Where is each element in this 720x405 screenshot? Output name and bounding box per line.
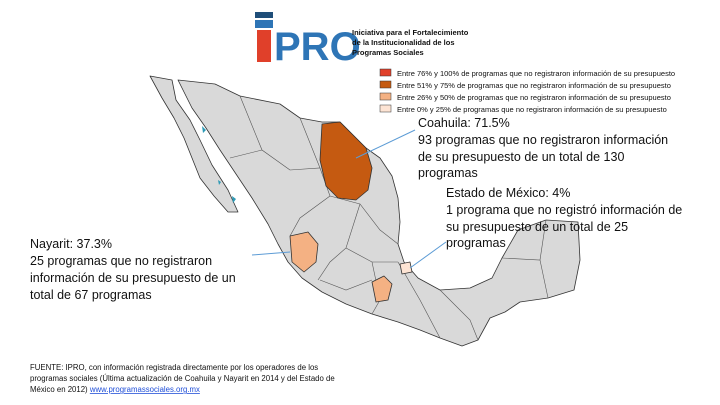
legend-label: Entre 51% y 75% de programas que no regi… (397, 81, 671, 90)
puebla-area (371, 275, 393, 303)
annotation-line: 1 programa que no registró información d… (446, 203, 682, 217)
legend-label: Entre 0% y 25% de programas que no regis… (397, 105, 667, 114)
legend-label: Entre 26% y 50% de programas que no regi… (397, 93, 671, 102)
source-link[interactable]: www.programassociales.org.mx (89, 385, 200, 394)
nayarit (289, 231, 319, 273)
annotation-line: 93 programas que no registraron informac… (418, 133, 668, 147)
legend-swatch (379, 68, 392, 77)
annotation-line: información de su presupuesto de un (30, 271, 236, 285)
state-borders (229, 95, 549, 341)
arrow (355, 129, 416, 159)
estado-de-mexico (399, 261, 413, 275)
annotation-line: total de 67 programas (30, 288, 152, 302)
logo: PRO Iniciativa para el Fortalecimiento d… (255, 12, 469, 69)
annotation-line: su presupuesto de un total de 25 (446, 220, 628, 234)
logo-subtitle: de la Institucionalidad de los (352, 38, 455, 47)
logo-name: PRO (274, 25, 361, 69)
annotation-line: programas (446, 236, 506, 250)
source: FUENTE: IPRO, con información registrada… (30, 363, 335, 394)
annotation-title: Nayarit: 37.3% (30, 237, 112, 251)
logo-subtitle: Iniciativa para el Fortalecimiento (352, 28, 469, 37)
annotation-line: 25 programas que no registraron (30, 254, 212, 268)
source-line: programas sociales (Última actualización… (30, 374, 335, 383)
annotation-line: programas (418, 166, 478, 180)
annotation-title: Coahuila: 71.5% (418, 116, 510, 130)
legend-swatch (379, 80, 392, 89)
logo-subtitle: Programas Sociales (352, 48, 424, 57)
annotation: Nayarit: 37.3% 25 programas que no regis… (30, 237, 236, 302)
source-line: México en 2012) www.programassociales.or… (30, 385, 200, 394)
annotation: Estado de México: 4% 1 programa que no r… (446, 186, 682, 250)
legend-label: Entre 76% y 100% de programas que no reg… (397, 69, 675, 78)
legend-swatch (379, 104, 392, 113)
annotation-title: Estado de México: 4% (446, 186, 570, 200)
source-text: México en 2012) (30, 385, 88, 394)
source-line: FUENTE: IPRO, con información registrada… (30, 363, 318, 372)
map (149, 75, 581, 347)
legend-swatch (379, 92, 392, 101)
baja-california (149, 75, 239, 213)
arrow (251, 251, 291, 256)
annotation: Coahuila: 71.5% 93 programas que no regi… (418, 116, 668, 180)
annotation-line: de su presupuesto de un total de 130 (418, 150, 624, 164)
arrow (409, 241, 447, 269)
coahuila (319, 121, 373, 201)
legend: Entre 76% y 100% de programas que no reg… (379, 68, 675, 114)
